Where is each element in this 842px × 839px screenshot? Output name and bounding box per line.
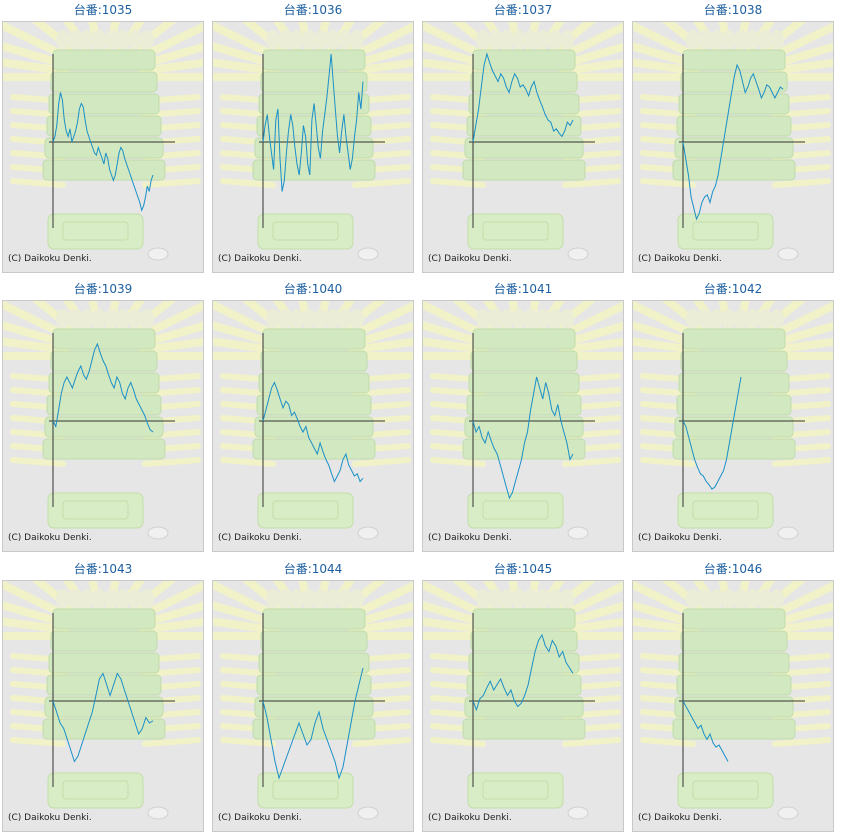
- background-art: [213, 301, 413, 540]
- background-art: [423, 581, 623, 820]
- slump-line: [262, 381, 364, 483]
- background-art: [3, 22, 203, 261]
- graph-canvas: [213, 22, 413, 261]
- graph-canvas: [633, 581, 833, 820]
- background-art: [423, 301, 623, 540]
- slump-graph[interactable]: (C) Daikoku Denki.: [422, 300, 624, 552]
- graph-canvas: [423, 581, 623, 820]
- slump-line: [472, 376, 574, 500]
- machine-number-link[interactable]: 台番:1035: [73, 3, 133, 17]
- machine-number-link[interactable]: 台番:1043: [73, 562, 133, 576]
- background-art: [213, 581, 413, 820]
- slump-graph[interactable]: (C) Daikoku Denki.: [2, 21, 204, 273]
- background-art: [633, 581, 833, 820]
- graph-canvas: [633, 301, 833, 540]
- background-art: [633, 22, 833, 261]
- graph-canvas: [3, 301, 203, 540]
- copyright-text: (C) Daikoku Denki.: [8, 254, 92, 264]
- slump-line: [682, 376, 742, 490]
- copyright-text: (C) Daikoku Denki.: [428, 254, 512, 264]
- graph-canvas: [213, 301, 413, 540]
- background-art: [423, 22, 623, 261]
- graph-canvas: [423, 22, 623, 261]
- copyright-text: (C) Daikoku Denki.: [8, 533, 92, 543]
- machine-number-link[interactable]: 台番:1039: [73, 282, 133, 296]
- graph-canvas: [3, 22, 203, 261]
- slump-line: [262, 667, 364, 780]
- slump-graph[interactable]: (C) Daikoku Denki.: [632, 580, 834, 832]
- background-art: [3, 301, 203, 540]
- machine-number-link[interactable]: 台番:1041: [493, 282, 553, 296]
- copyright-text: (C) Daikoku Denki.: [638, 533, 722, 543]
- slump-line: [52, 342, 154, 433]
- slump-line: [472, 52, 574, 143]
- slump-graph[interactable]: (C) Daikoku Denki.: [212, 21, 414, 273]
- copyright-text: (C) Daikoku Denki.: [218, 813, 302, 823]
- slump-line: [682, 63, 784, 221]
- machine-number-link[interactable]: 台番:1045: [493, 562, 553, 576]
- machine-number-link[interactable]: 台番:1044: [283, 562, 343, 576]
- copyright-text: (C) Daikoku Denki.: [428, 813, 512, 823]
- graph-canvas: [3, 581, 203, 820]
- machine-number-link[interactable]: 台番:1037: [493, 3, 553, 17]
- slump-graph[interactable]: (C) Daikoku Denki.: [2, 300, 204, 552]
- machine-number-link[interactable]: 台番:1036: [283, 3, 343, 17]
- copyright-text: (C) Daikoku Denki.: [638, 254, 722, 264]
- background-art: [3, 581, 203, 820]
- slump-graph[interactable]: (C) Daikoku Denki.: [632, 300, 834, 552]
- machine-number-link[interactable]: 台番:1042: [703, 282, 763, 296]
- machine-number-link[interactable]: 台番:1040: [283, 282, 343, 296]
- copyright-text: (C) Daikoku Denki.: [218, 533, 302, 543]
- slump-line: [472, 633, 574, 712]
- slump-graph[interactable]: (C) Daikoku Denki.: [212, 580, 414, 832]
- background-art: [633, 301, 833, 540]
- graph-canvas: [213, 581, 413, 820]
- slump-line: [682, 700, 729, 762]
- machine-number-link[interactable]: 台番:1038: [703, 3, 763, 17]
- copyright-text: (C) Daikoku Denki.: [638, 813, 722, 823]
- graph-canvas: [633, 22, 833, 261]
- slump-graph[interactable]: (C) Daikoku Denki.: [632, 21, 834, 273]
- slump-graph[interactable]: (C) Daikoku Denki.: [422, 21, 624, 273]
- background-art: [213, 22, 413, 261]
- machine-number-link[interactable]: 台番:1046: [703, 562, 763, 576]
- slump-line: [52, 92, 154, 212]
- copyright-text: (C) Daikoku Denki.: [8, 813, 92, 823]
- graph-canvas: [423, 301, 623, 540]
- copyright-text: (C) Daikoku Denki.: [428, 533, 512, 543]
- slump-graph[interactable]: (C) Daikoku Denki.: [2, 580, 204, 832]
- copyright-text: (C) Daikoku Denki.: [218, 254, 302, 264]
- slump-line: [262, 53, 364, 192]
- slump-graph[interactable]: (C) Daikoku Denki.: [422, 580, 624, 832]
- slump-line: [52, 672, 154, 763]
- slump-graph[interactable]: (C) Daikoku Denki.: [212, 300, 414, 552]
